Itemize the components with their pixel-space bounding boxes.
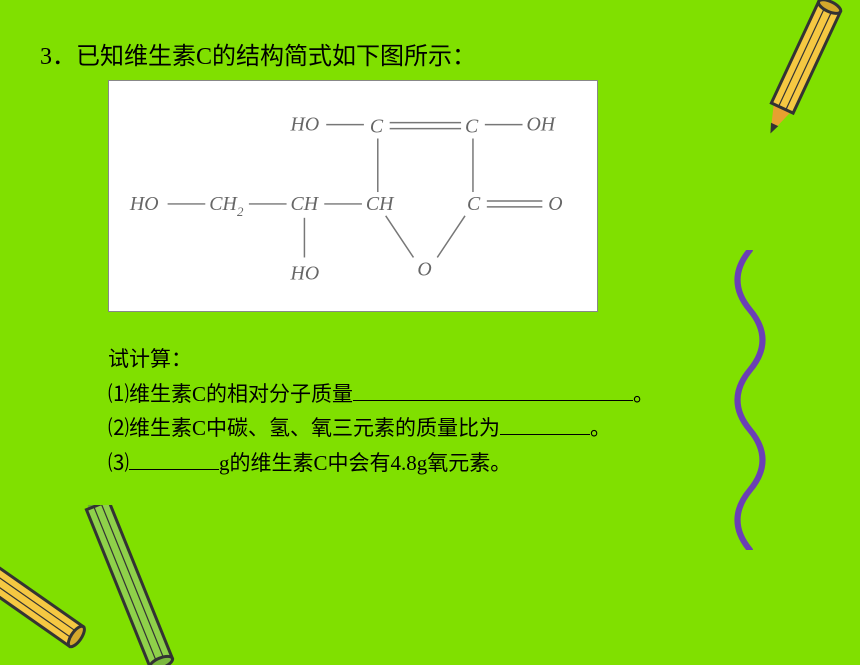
chemical-structure-diagram: HO CH 2 CH HO CH C HO C OH C O O bbox=[108, 80, 598, 312]
label-ho-bottom: HO bbox=[290, 262, 320, 284]
label-o-ring: O bbox=[417, 258, 431, 280]
label-ch-ring: CH bbox=[366, 193, 395, 215]
prompt-line: 试计算： bbox=[108, 342, 654, 377]
label-c-top1: C bbox=[370, 116, 384, 138]
label-c-ring: C bbox=[467, 193, 481, 215]
q1-pre: ⑴维生素C的相对分子质量 bbox=[108, 382, 353, 406]
question-title: 3．已知维生素C的结构简式如下图所示： bbox=[40, 36, 476, 71]
q3-pre: ⑶ bbox=[108, 451, 129, 475]
bond bbox=[386, 216, 414, 258]
q1-line: ⑴维生素C的相对分子质量 。 bbox=[108, 377, 654, 412]
q2-pre: ⑵维生素C中碳、氢、氧三元素的质量比为 bbox=[108, 416, 500, 440]
label-o-double: O bbox=[548, 193, 562, 215]
label-ho-top1: HO bbox=[290, 114, 320, 136]
q1-blank bbox=[353, 380, 633, 401]
label-oh-top: OH bbox=[526, 114, 556, 136]
pencil-topright-icon bbox=[730, 0, 860, 150]
label-ch-mid: CH bbox=[291, 193, 320, 215]
q3-blank bbox=[129, 449, 219, 470]
label-ch2: CH bbox=[209, 193, 238, 215]
questions-block: 试计算： ⑴维生素C的相对分子质量。 ⑵维生素C中碳、氢、氧三元素的质量比为。 … bbox=[108, 342, 654, 481]
label-ho-left: HO bbox=[129, 193, 159, 215]
bond bbox=[437, 216, 465, 258]
q2-post: 。 bbox=[590, 416, 611, 440]
vitamin-c-structure-svg: HO CH 2 CH HO CH C HO C OH C O O bbox=[109, 81, 597, 311]
q3-mid: g的维生素C中会有4.8g氧元素。 bbox=[219, 451, 511, 475]
label-ch2-sub: 2 bbox=[237, 205, 244, 219]
q3-line: ⑶ g的维生素C中会有4.8g氧元素。 bbox=[108, 446, 654, 481]
pencils-bottomleft-icon bbox=[0, 505, 240, 665]
squiggle-icon bbox=[720, 250, 780, 550]
q2-blank bbox=[500, 414, 590, 435]
q2-line: ⑵维生素C中碳、氢、氧三元素的质量比为 。 bbox=[108, 411, 654, 446]
label-c-top2: C bbox=[465, 116, 479, 138]
q1-post: 。 bbox=[633, 382, 654, 406]
